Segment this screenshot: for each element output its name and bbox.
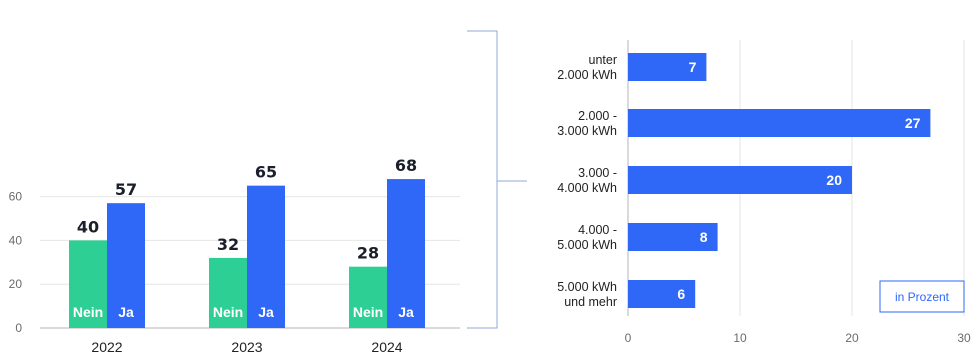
bar-nein bbox=[69, 240, 107, 328]
data-label: 8 bbox=[700, 229, 708, 245]
data-label: 68 bbox=[395, 156, 417, 175]
x-tick-label: 10 bbox=[733, 331, 747, 345]
data-label: 57 bbox=[115, 180, 137, 199]
series-label: Ja bbox=[258, 304, 274, 320]
data-label: 6 bbox=[677, 286, 685, 302]
series-label: Ja bbox=[398, 304, 414, 320]
data-label: 40 bbox=[77, 217, 99, 236]
y-tick-label: 5.000 kWh bbox=[557, 280, 617, 294]
series-label: Nein bbox=[353, 304, 383, 320]
y-tick-label: 0 bbox=[15, 321, 22, 335]
y-tick-label: 20 bbox=[9, 277, 23, 291]
bracket-connector bbox=[467, 30, 498, 329]
y-tick-label: 3.000 - bbox=[578, 166, 617, 180]
x-tick-label: 2024 bbox=[371, 339, 402, 355]
y-tick-label: 4.000 - bbox=[578, 223, 617, 237]
y-tick-label: unter bbox=[589, 53, 618, 67]
x-tick-label: 2023 bbox=[231, 339, 262, 355]
data-label: 27 bbox=[905, 115, 921, 131]
series-label: Ja bbox=[118, 304, 134, 320]
series-label: Nein bbox=[73, 304, 103, 320]
unit-note-box bbox=[879, 280, 965, 313]
data-label: 65 bbox=[255, 163, 277, 182]
x-tick-label: 20 bbox=[845, 331, 859, 345]
y-tick-label: 4.000 kWh bbox=[557, 181, 617, 195]
hbar bbox=[628, 53, 707, 81]
x-tick-label: 0 bbox=[625, 331, 632, 345]
data-label: 20 bbox=[826, 172, 842, 188]
data-label: 32 bbox=[217, 235, 239, 254]
bar-ja bbox=[247, 185, 285, 328]
bar-ja bbox=[107, 203, 145, 328]
y-tick-label: 3.000 kWh bbox=[557, 124, 617, 138]
data-label: 7 bbox=[689, 59, 697, 75]
x-tick-label: 30 bbox=[957, 331, 971, 345]
bar-ja bbox=[387, 179, 425, 328]
y-tick-label: 60 bbox=[9, 190, 23, 204]
hbar bbox=[628, 280, 696, 308]
series-label: Nein bbox=[213, 304, 243, 320]
unit-note: in Prozent bbox=[895, 290, 950, 304]
bar-nein bbox=[349, 266, 387, 328]
y-tick-label: 2.000 - bbox=[578, 109, 617, 123]
data-label: 28 bbox=[357, 244, 379, 263]
bar-nein bbox=[209, 257, 247, 328]
y-tick-label: 5.000 kWh bbox=[557, 238, 617, 252]
hbar bbox=[628, 109, 931, 137]
hbar bbox=[628, 223, 718, 251]
hbar bbox=[628, 166, 852, 194]
y-tick-label: 2.000 kWh bbox=[557, 68, 617, 82]
x-tick-label: 2022 bbox=[91, 339, 122, 355]
y-tick-label: 40 bbox=[9, 233, 23, 247]
y-tick-label: und mehr bbox=[564, 295, 617, 309]
